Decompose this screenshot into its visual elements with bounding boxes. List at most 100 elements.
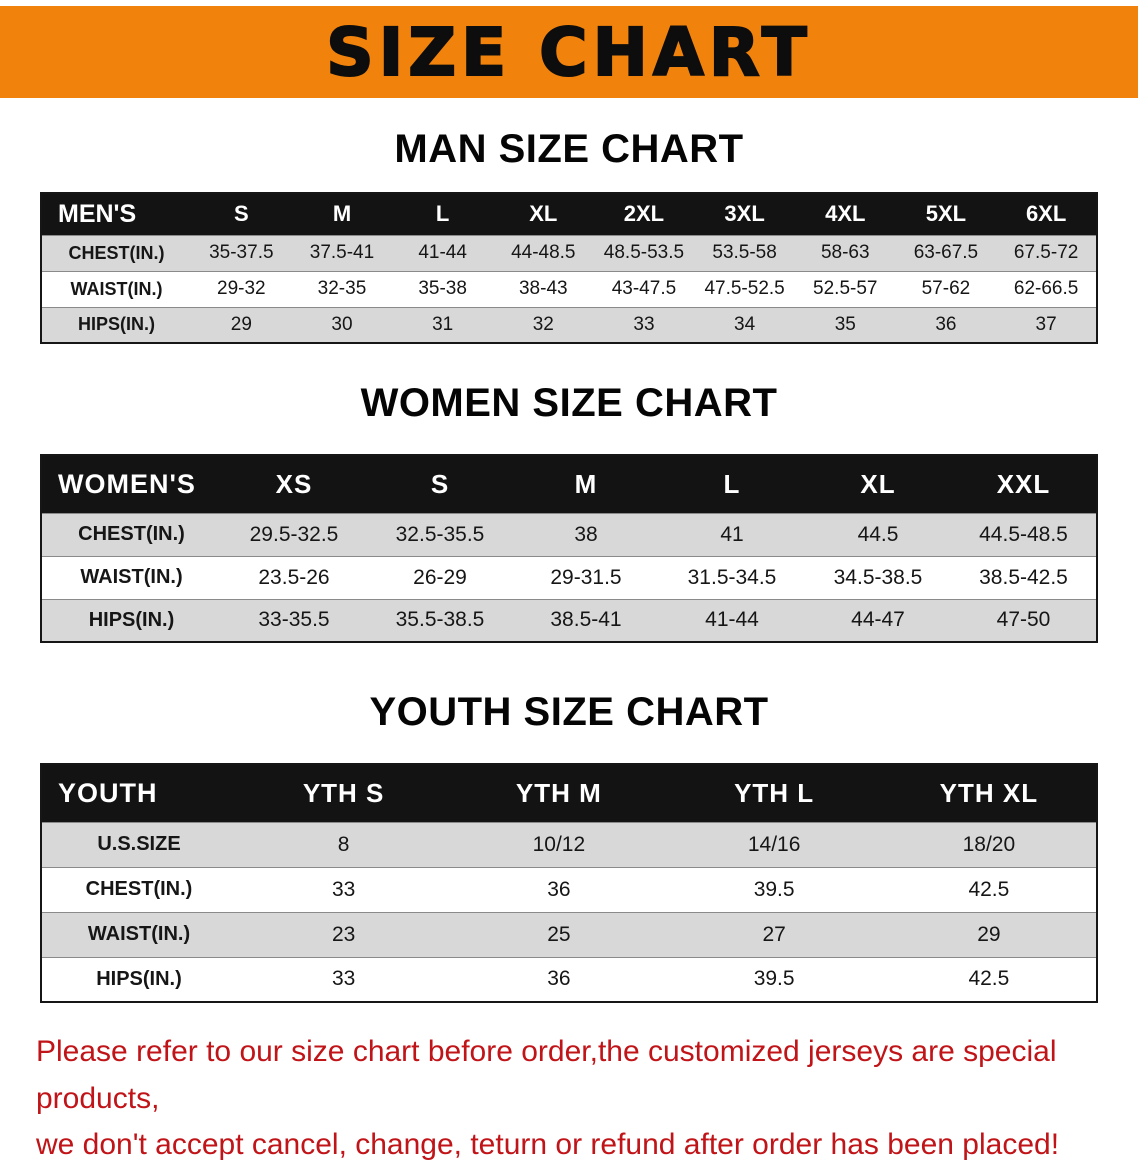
value-cell: 32.5-35.5 [367,512,513,556]
row-label-cell: HIPS(IN.) [41,598,221,642]
value-cell: 34 [694,306,795,343]
value-cell: 53.5-58 [694,234,795,271]
value-cell: 25 [451,911,667,957]
women-size-section: WOMEN SIZE CHART WOMEN'S XS S M L XL XXL CHEST(… [0,344,1138,643]
value-cell: 44.5-48.5 [951,512,1097,556]
value-cell: 37.5-41 [291,234,393,271]
value-cell: 33 [236,866,452,912]
size-header-cell: 4XL [794,193,896,235]
value-cell: 37 [996,306,1097,343]
banner: SIZE CHART [0,6,1138,98]
value-cell: 42.5 [881,866,1097,912]
value-cell: 36 [451,866,667,912]
table-row: CHEST(IN.) 29.5-32.5 32.5-35.5 38 41 44.5 44.5… [41,512,1097,556]
value-cell: 30 [291,306,393,343]
men-section-heading: MAN SIZE CHART [394,127,744,171]
value-cell: 38-43 [492,270,594,307]
row-label-cell: CHEST(IN.) [41,512,221,556]
size-header-cell: XXL [951,455,1097,513]
value-cell: 35 [794,306,896,343]
table-header-row: YOUTH YTH S YTH M YTH L YTH XL [41,764,1097,822]
size-header-cell: YTH S [236,764,452,822]
value-cell: 35-38 [392,270,493,307]
size-header-cell: S [367,455,513,513]
disclaimer-note: Please refer to our size chart before or… [0,1003,1138,1169]
size-header-cell: M [291,193,393,235]
value-cell: 23 [236,911,452,957]
value-cell: 67.5-72 [996,234,1097,271]
value-cell: 38 [513,512,659,556]
value-cell: 31.5-34.5 [659,555,805,599]
table-title-cell: MEN'S [41,193,191,235]
size-header-cell: 3XL [694,193,795,235]
page-title: SIZE CHART [325,13,812,92]
women-section-heading: WOMEN SIZE CHART [360,381,778,425]
size-header-cell: XL [492,193,594,235]
youth-size-table: YOUTH YTH S YTH M YTH L YTH XL U.S.SIZE 8 10/12… [40,763,1098,1003]
table-header-row: MEN'S S M L XL 2XL 3XL 4XL 5XL 6XL [41,193,1097,235]
table-row: HIPS(IN.) 33 36 39.5 42.5 [41,956,1097,1002]
men-size-section: MAN SIZE CHART MEN'S S M L XL 2XL 3XL 4XL 5XL 6XL… [0,98,1138,344]
table-row: WAIST(IN.) 23 25 27 29 [41,911,1097,957]
value-cell: 27 [666,911,882,957]
size-header-cell: XS [221,455,367,513]
value-cell: 38.5-42.5 [951,555,1097,599]
value-cell: 39.5 [666,866,882,912]
value-cell: 36 [895,306,997,343]
value-cell: 29.5-32.5 [221,512,367,556]
table-row: HIPS(IN.) 29 30 31 32 33 34 35 36 37 [41,306,1097,343]
size-header-cell: M [513,455,659,513]
value-cell: 10/12 [451,821,667,867]
value-cell: 33-35.5 [221,598,367,642]
table-row: WAIST(IN.) 23.5-26 26-29 29-31.5 31.5-34.5 34… [41,555,1097,599]
value-cell: 35-37.5 [191,234,292,271]
value-cell: 8 [236,821,452,867]
size-header-cell: YTH M [451,764,667,822]
value-cell: 57-62 [895,270,997,307]
size-header-cell: 5XL [895,193,997,235]
size-header-cell: 2XL [593,193,695,235]
value-cell: 29 [191,306,292,343]
value-cell: 36 [451,956,667,1002]
table-row: CHEST(IN.) 33 36 39.5 42.5 [41,866,1097,912]
note-line-2: we don't accept cancel, change, teturn o… [36,1128,1060,1161]
value-cell: 29 [881,911,1097,957]
row-label-cell: HIPS(IN.) [41,306,191,343]
table-title-cell: WOMEN'S [41,455,221,513]
men-size-table: MEN'S S M L XL 2XL 3XL 4XL 5XL 6XL CHEST(IN.) 35-37… [40,192,1098,344]
value-cell: 18/20 [881,821,1097,867]
value-cell: 43-47.5 [593,270,695,307]
value-cell: 29-31.5 [513,555,659,599]
value-cell: 31 [392,306,493,343]
value-cell: 14/16 [666,821,882,867]
size-header-cell: L [659,455,805,513]
row-label-cell: WAIST(IN.) [41,911,236,957]
women-size-table: WOMEN'S XS S M L XL XXL CHEST(IN.) 29.5-32.5 32.5… [40,454,1098,643]
value-cell: 41 [659,512,805,556]
row-label-cell: WAIST(IN.) [41,555,221,599]
value-cell: 26-29 [367,555,513,599]
value-cell: 33 [593,306,695,343]
value-cell: 23.5-26 [221,555,367,599]
row-label-cell: HIPS(IN.) [41,956,236,1002]
table-row: WAIST(IN.) 29-32 32-35 35-38 38-43 43-47.5 47.… [41,270,1097,307]
note-line-1: Please refer to our size chart before or… [36,1035,1057,1115]
value-cell: 34.5-38.5 [805,555,951,599]
row-label-cell: WAIST(IN.) [41,270,191,307]
value-cell: 33 [236,956,452,1002]
row-label-cell: CHEST(IN.) [41,866,236,912]
row-label-cell: U.S.SIZE [41,821,236,867]
value-cell: 39.5 [666,956,882,1002]
youth-size-section: YOUTH SIZE CHART YOUTH YTH S YTH M YTH L YTH… [0,643,1138,1003]
row-label-cell: CHEST(IN.) [41,234,191,271]
size-chart-page: SIZE CHART MAN SIZE CHART MEN'S S M L XL 2XL 3… [0,6,1138,1169]
table-row: U.S.SIZE 8 10/12 14/16 18/20 [41,821,1097,867]
size-header-cell: YTH L [666,764,882,822]
value-cell: 48.5-53.5 [593,234,695,271]
value-cell: 63-67.5 [895,234,997,271]
size-header-cell: 6XL [996,193,1097,235]
value-cell: 41-44 [392,234,493,271]
value-cell: 44-47 [805,598,951,642]
size-header-cell: S [191,193,292,235]
table-header-row: WOMEN'S XS S M L XL XXL [41,455,1097,513]
